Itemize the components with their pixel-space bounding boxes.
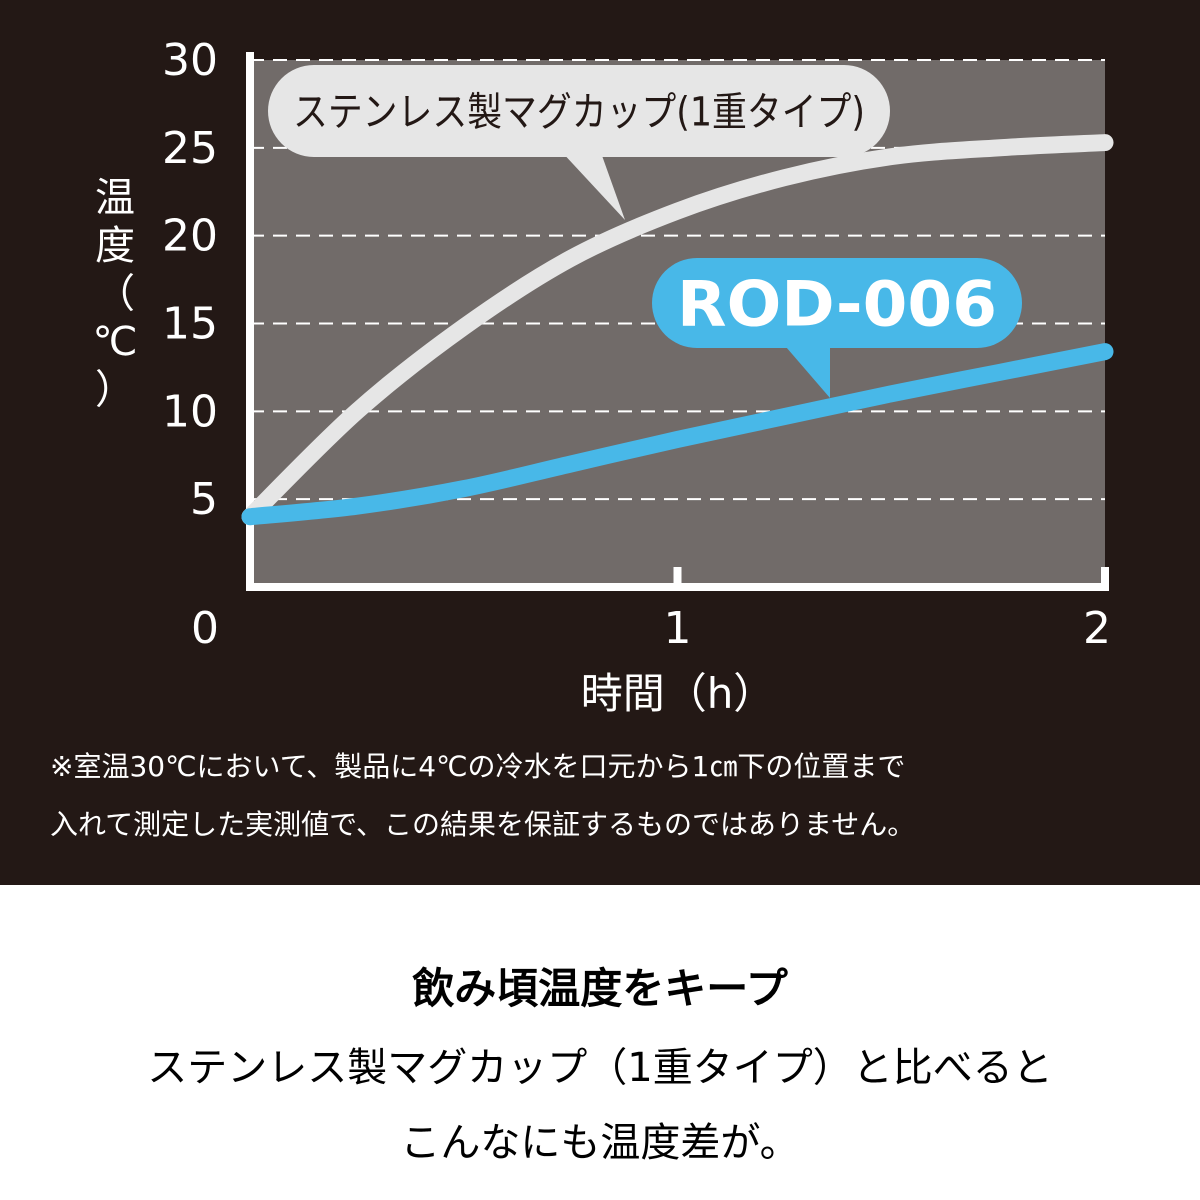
legend-callout-bubble [268, 65, 890, 157]
legend-label: ROD-006 [677, 267, 997, 340]
chart-panel: 5 10 15 20 25 30 0 1 2 時間（h） ステンレス製マグカップ(1重タイプ) ROD… [0, 0, 1200, 885]
footnote-line-1: ※室温30℃において、製品に4℃の冷水を口元から1㎝下の位置まで [50, 750, 906, 783]
series-line-2 [241, 343, 1114, 526]
footnote-line-2: 入れて測定した実測値で、この結果を保証するものではありません。 [50, 808, 916, 841]
legend-callout-tail [560, 150, 625, 220]
caption-line-1: ステンレス製マグカップ（1重タイプ）と比べると [147, 1045, 1053, 1091]
caption-line-2: こんなにも温度差が。 [400, 1120, 800, 1166]
y-axis-label-char: ℃ [92, 319, 138, 365]
y-tick-label: 25 [162, 123, 218, 174]
x-tick-label: 1 [664, 603, 692, 654]
legend-callout-tail [780, 340, 830, 398]
y-tick-label: 10 [162, 386, 218, 437]
x-axis-label: 時間（h） [581, 669, 776, 718]
x-tick-label: 2 [1083, 603, 1111, 654]
y-axis-label-char: （ [95, 271, 135, 317]
legend-callout-bubble [652, 258, 1022, 348]
y-axis-label-char: 温 [95, 175, 135, 221]
caption-title: 飲み頃温度をキープ [412, 964, 788, 1013]
series-line-1 [241, 134, 1114, 526]
y-tick-label: 15 [162, 299, 218, 350]
x-tick-label: 0 [191, 603, 219, 654]
y-tick-label: 20 [162, 211, 218, 262]
y-axis-label-char: ） [95, 367, 135, 413]
y-axis-label-char: 度 [95, 223, 135, 269]
legend-label: ステンレス製マグカップ(1重タイプ) [293, 89, 865, 135]
y-tick-label: 30 [162, 35, 218, 86]
temperature-chart: 5 10 15 20 25 30 0 1 2 時間（h） ステンレス製マグカップ(1重タイプ) ROD… [162, 35, 1114, 718]
y-tick-label: 5 [190, 474, 218, 525]
